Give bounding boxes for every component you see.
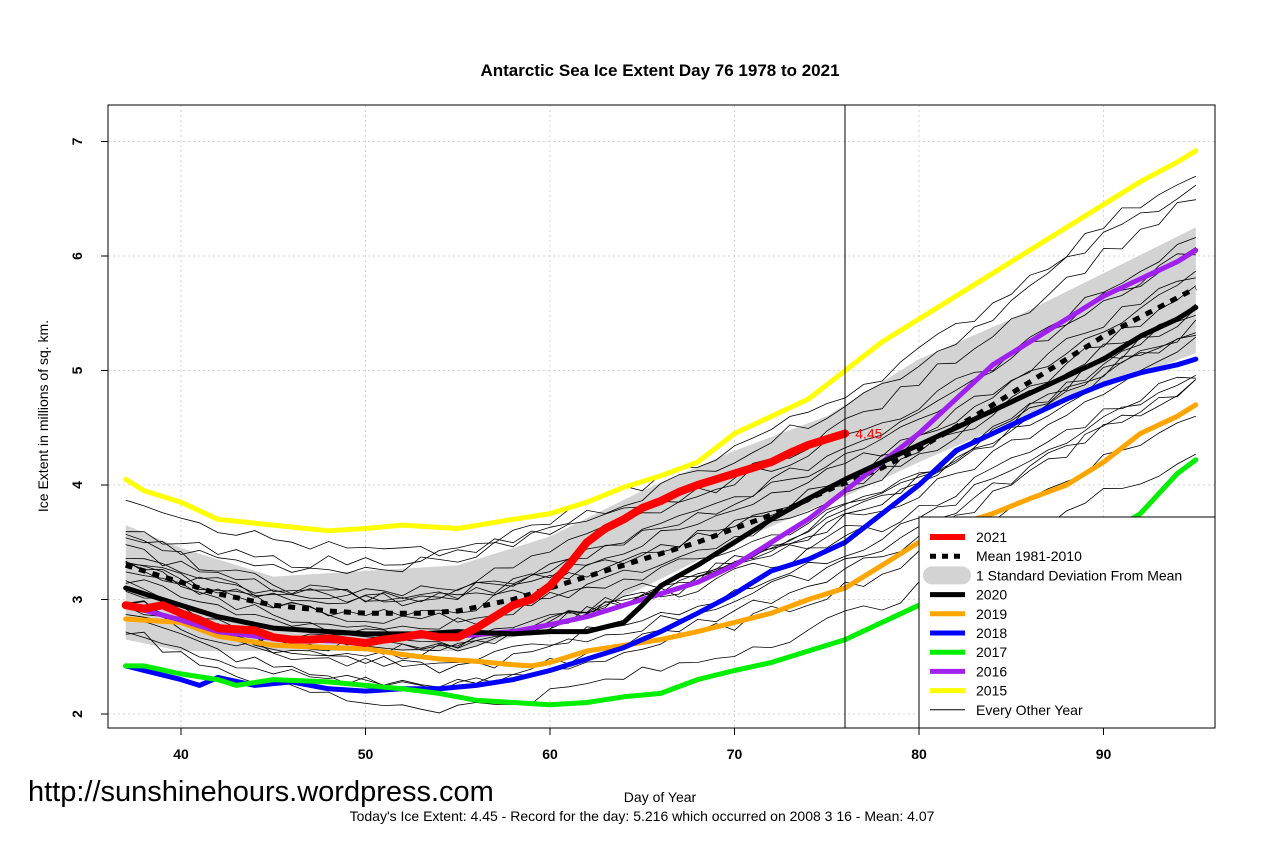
legend-label: 2017 (976, 644, 1007, 660)
legend-box (918, 516, 1216, 729)
x-axis: 40 50 60 70 80 90 (173, 728, 1111, 762)
y-tick-label: 2 (69, 710, 85, 718)
source-url: http://sunshinehours.wordpress.com (28, 776, 494, 808)
every-other-year-line (125, 332, 1196, 624)
x-tick-label: 80 (911, 746, 927, 762)
series-lines (121, 148, 1199, 708)
x-axis-label: Day of Year (624, 789, 697, 805)
x-tick-label: 50 (358, 746, 374, 762)
series-line-2015 (123, 148, 1199, 534)
x-tick-label: 70 (727, 746, 743, 762)
every-other-year-line (125, 277, 1196, 603)
legend-label: Every Other Year (976, 702, 1083, 718)
y-axis: 2 3 4 5 6 7 (69, 137, 108, 718)
x-tick-label: 90 (1096, 746, 1112, 762)
legend-label: 2018 (976, 625, 1007, 641)
legend-swatch-band (923, 566, 971, 585)
every-other-year-line (125, 184, 1197, 574)
plot-frame (107, 104, 1216, 729)
x-tick-label: 40 (173, 746, 189, 762)
every-other-year-line (125, 199, 1196, 600)
every-other-year-line (125, 379, 1197, 674)
legend-label: 2021 (976, 529, 1007, 545)
legend: 2021 Mean 1981-2010 1 Standard Deviation F… (918, 516, 1216, 729)
x-tick-label: 60 (542, 746, 558, 762)
y-tick-label: 3 (69, 595, 85, 603)
y-tick-label: 5 (69, 366, 85, 374)
chart-title: Antarctic Sea Ice Extent Day 76 1978 to … (480, 61, 839, 80)
series-line-2018 (123, 356, 1199, 694)
y-axis-label: Ice Extent in millions of sq. km. (35, 320, 51, 512)
std-dev-band (125, 227, 1196, 651)
series-line-2020 (123, 305, 1199, 637)
legend-label: Mean 1981-2010 (976, 548, 1082, 564)
footer-summary: Today's Ice Extent: 4.45 - Record for th… (349, 808, 935, 824)
std-dev-band-area (125, 227, 1196, 651)
legend-label: 2020 (976, 587, 1007, 603)
every-other-year-line (125, 285, 1197, 630)
every-other-year-line (125, 374, 1196, 668)
y-tick-label: 7 (69, 137, 85, 145)
legend-label: 2015 (976, 683, 1007, 699)
current-value-label: 4.45 (855, 425, 882, 441)
y-tick-label: 6 (69, 252, 85, 260)
series-line-2019 (123, 402, 1199, 669)
every-other-year-line (125, 253, 1196, 603)
legend-label: 2016 (976, 663, 1007, 679)
y-tick-label: 4 (69, 481, 85, 489)
legend-label: 1 Standard Deviation From Mean (976, 567, 1182, 583)
series-line-2021 (121, 429, 850, 647)
legend-label: 2019 (976, 606, 1007, 622)
